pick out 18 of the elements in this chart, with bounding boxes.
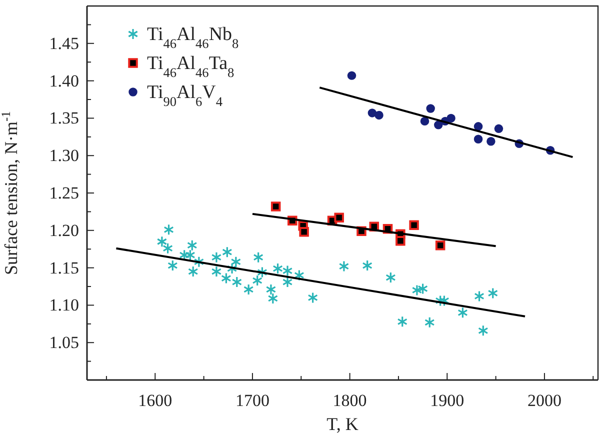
legend-label: Ti$_{46}$Al$_{46}$Ta$_{8}$ <box>147 53 235 80</box>
y-tick-label: 1.20 <box>49 220 79 240</box>
y-tick-label: 1.05 <box>49 333 79 352</box>
y-tick-label: 1.40 <box>49 71 79 90</box>
x-tick-label: 2000 <box>527 391 562 410</box>
y-tick-label: 1.35 <box>49 108 79 128</box>
y-tick-label: 1.25 <box>49 183 79 202</box>
y-tick-label: 1.30 <box>49 146 79 166</box>
x-tick-label: 1700 <box>235 391 270 410</box>
y-tick-label: 1.15 <box>49 258 79 278</box>
y-tick-label: 1.10 <box>49 296 79 315</box>
legend-label: Ti$_{90}$Al$_{6}$V$_{4}$ <box>147 82 223 108</box>
x-tick-label: 1800 <box>332 391 367 410</box>
legend-label: Ti$_{46}$Al$_{46}$Nb$_{8}$ <box>147 24 240 50</box>
x-axis-title: T, K <box>326 414 358 434</box>
y-tick-label: 1.45 <box>49 34 79 53</box>
x-tick-label: 1600 <box>138 391 172 410</box>
x-tick-label: 1900 <box>430 391 464 410</box>
